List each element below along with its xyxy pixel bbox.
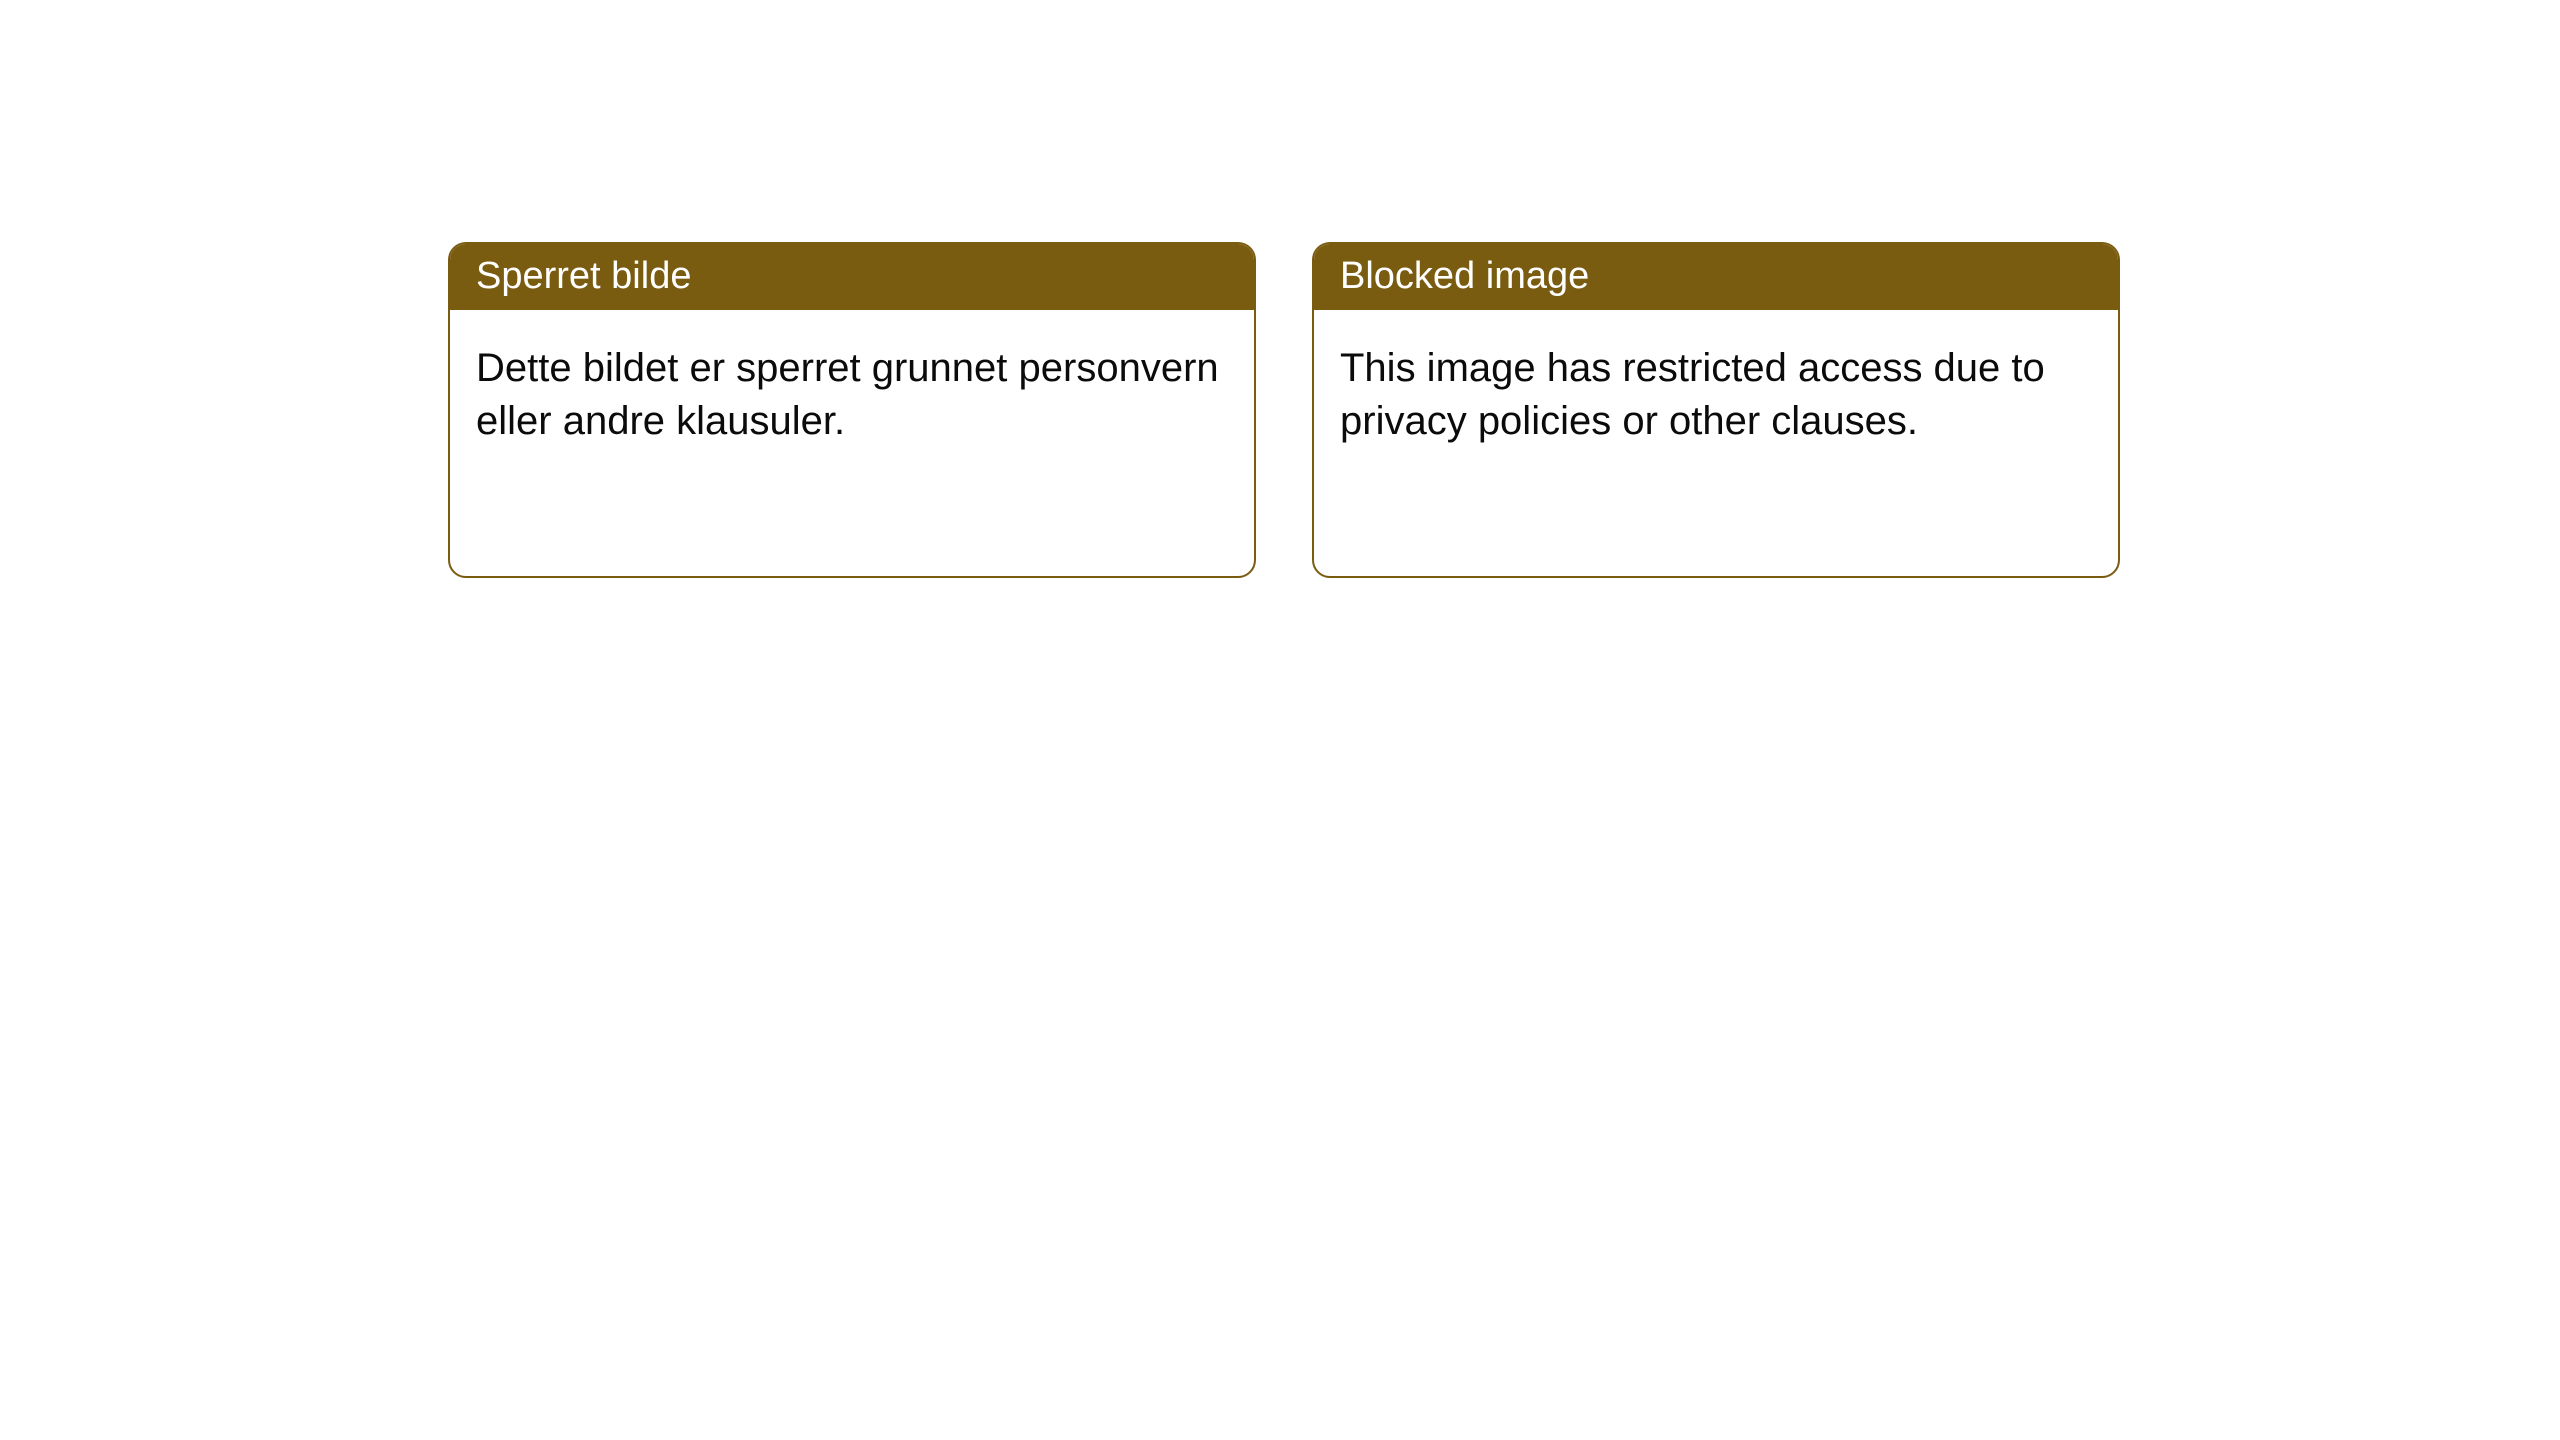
card-body: Dette bildet er sperret grunnet personve… (450, 310, 1254, 474)
blocked-image-card-norwegian: Sperret bilde Dette bildet er sperret gr… (448, 242, 1256, 578)
card-body: This image has restricted access due to … (1314, 310, 2118, 474)
blocked-image-card-english: Blocked image This image has restricted … (1312, 242, 2120, 578)
card-header: Blocked image (1314, 244, 2118, 310)
card-header: Sperret bilde (450, 244, 1254, 310)
cards-container: Sperret bilde Dette bildet er sperret gr… (0, 0, 2560, 578)
